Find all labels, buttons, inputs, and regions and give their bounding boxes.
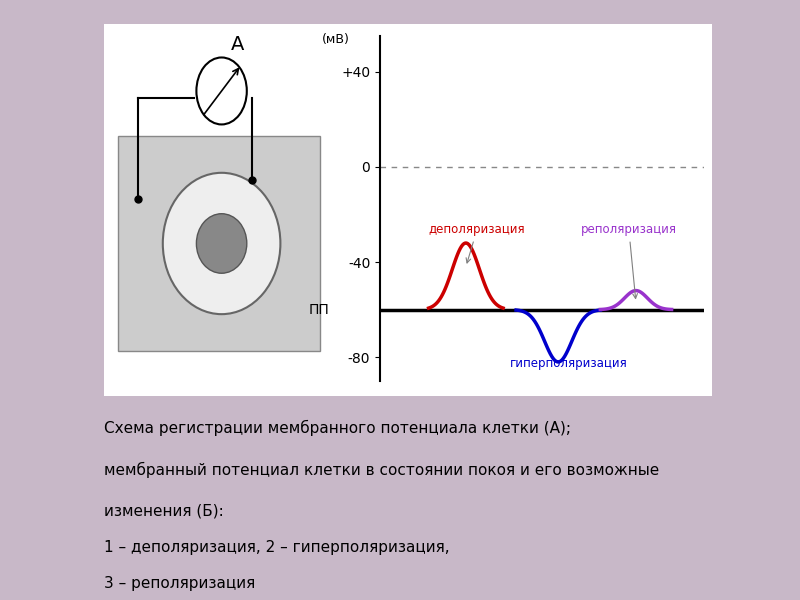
Text: (мВ): (мВ): [322, 33, 350, 46]
Text: 3 – реполяризация: 3 – реполяризация: [104, 576, 255, 591]
Text: изменения (Б):: изменения (Б):: [104, 504, 224, 519]
FancyBboxPatch shape: [118, 136, 320, 352]
Text: 1 – деполяризация, 2 – гиперполяризация,: 1 – деполяризация, 2 – гиперполяризация,: [104, 540, 450, 555]
Text: гиперполяризация: гиперполяризация: [510, 357, 627, 370]
Text: ПП: ПП: [309, 302, 330, 317]
Text: А: А: [231, 35, 245, 54]
Circle shape: [197, 58, 246, 124]
Text: реполяризация: реполяризация: [581, 223, 677, 298]
Text: Схема регистрации мембранного потенциала клетки (А);: Схема регистрации мембранного потенциала…: [104, 420, 571, 436]
Ellipse shape: [163, 173, 280, 314]
Ellipse shape: [197, 214, 246, 273]
Text: мембранный потенциал клетки в состоянии покоя и его возможные: мембранный потенциал клетки в состоянии …: [104, 462, 659, 478]
Text: Б: Б: [493, 35, 506, 54]
Text: деполяризация: деполяризация: [429, 223, 526, 263]
